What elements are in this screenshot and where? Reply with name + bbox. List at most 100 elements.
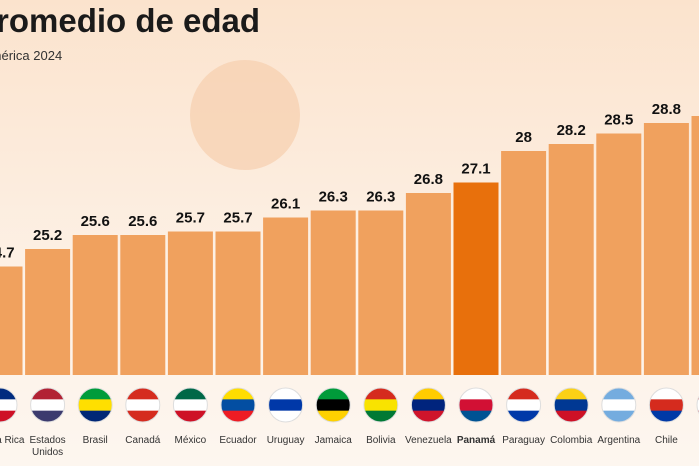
value-label: 25.6 xyxy=(81,213,110,230)
x-tick-label: Colombia xyxy=(550,435,593,446)
bar xyxy=(263,217,309,375)
flag-stripe xyxy=(411,399,446,412)
flag-border xyxy=(410,387,446,423)
flag-stripe xyxy=(268,388,303,400)
flag-stripe xyxy=(554,399,589,412)
x-tick-label: Bolivia xyxy=(366,435,396,446)
flag-stripe xyxy=(459,410,493,422)
flag-stripe xyxy=(0,410,17,422)
flag-stripe xyxy=(363,388,398,400)
bar xyxy=(215,231,261,375)
flag-stripe xyxy=(0,388,17,400)
flag-stripe xyxy=(173,388,208,400)
value-label: 27.1 xyxy=(461,161,490,178)
flag-stripe xyxy=(411,410,446,422)
flag-stripe xyxy=(554,388,589,400)
flag-border xyxy=(172,387,208,423)
bar xyxy=(120,235,166,375)
value-label: 28.5 xyxy=(604,112,633,129)
bar xyxy=(310,210,356,375)
flag-stripe xyxy=(506,410,541,422)
bar xyxy=(167,231,213,375)
value-label: 25.6 xyxy=(128,213,157,230)
flag-border xyxy=(553,387,589,423)
flag-stripe xyxy=(649,399,684,412)
flag-stripe xyxy=(554,410,589,422)
x-tick-label: Costa Rica xyxy=(0,435,25,446)
flag-stripe xyxy=(30,399,65,412)
bar xyxy=(691,116,699,375)
x-tick-label: Estados Unidos xyxy=(29,435,66,458)
flag-border xyxy=(601,387,637,423)
flag-border xyxy=(30,387,66,423)
flag-stripe xyxy=(316,399,351,412)
flag-stripe xyxy=(125,388,160,400)
flag-stripe xyxy=(601,410,636,422)
flag-stripe xyxy=(649,388,684,400)
x-tick-label: Panamá xyxy=(456,435,496,446)
flag-stripe xyxy=(363,399,398,412)
flag-stripe xyxy=(601,399,636,412)
flag-border xyxy=(458,387,494,423)
flag-stripe xyxy=(173,399,208,412)
x-tick-label: Venezuela xyxy=(405,435,452,446)
value-label: 25.2 xyxy=(33,227,62,244)
flag-stripe xyxy=(173,410,208,422)
flag-stripe xyxy=(78,388,113,400)
flag-stripe xyxy=(649,410,684,422)
flag-stripe xyxy=(316,410,351,422)
flag-stripe xyxy=(459,399,493,412)
x-tick-label: Chile xyxy=(654,435,678,446)
flag-border xyxy=(315,387,351,423)
flag-stripe xyxy=(78,399,113,412)
flag-stripe xyxy=(221,399,255,412)
value-label: 25.7 xyxy=(223,210,252,227)
bar xyxy=(596,133,642,375)
value-label: 28 xyxy=(515,129,532,146)
x-tick-label: Brasil xyxy=(82,435,108,446)
flag-stripe xyxy=(0,399,17,412)
flag-stripe xyxy=(506,399,541,412)
flag-stripe xyxy=(411,388,446,400)
value-label: 26.3 xyxy=(366,189,395,206)
value-label: 28.8 xyxy=(652,101,681,118)
x-tick-label: Canadá xyxy=(125,435,161,446)
bar xyxy=(25,249,71,375)
flag-border xyxy=(125,387,161,423)
bar xyxy=(405,193,451,375)
bar xyxy=(358,210,404,375)
decor-ball xyxy=(190,60,300,170)
value-label: 25.7 xyxy=(176,210,205,227)
x-tick-label: México xyxy=(174,435,207,446)
chart-subtitle: Copa América 2024 xyxy=(0,48,62,63)
flag-stripe xyxy=(506,388,541,400)
x-tick-label: Uruguay xyxy=(266,435,305,446)
flag-stripe xyxy=(268,399,303,412)
flag-stripe xyxy=(459,388,493,400)
flag-stripe xyxy=(268,410,303,422)
flag-stripe xyxy=(30,388,65,400)
flag-stripe xyxy=(601,388,636,400)
value-label: 26.8 xyxy=(414,171,443,188)
flag-border xyxy=(363,387,399,423)
flag-border xyxy=(696,395,699,415)
x-tick-label: Ecuador xyxy=(219,435,257,446)
flag-stripe xyxy=(363,410,398,422)
bar xyxy=(453,182,499,375)
flag-stripe xyxy=(30,410,65,422)
chart-title: Promedio de edad xyxy=(0,2,260,39)
flag-border xyxy=(648,387,684,423)
bar xyxy=(548,144,594,375)
flag-border xyxy=(77,387,113,423)
value-label: 26.1 xyxy=(271,196,300,213)
flag-stripe xyxy=(221,410,255,422)
flag-stripe xyxy=(221,388,255,400)
bar xyxy=(501,151,547,375)
flag-border xyxy=(268,387,304,423)
flag-stripe xyxy=(125,399,160,412)
bar xyxy=(643,123,689,375)
flag-border xyxy=(0,387,18,423)
value-label: 28.2 xyxy=(557,122,586,139)
